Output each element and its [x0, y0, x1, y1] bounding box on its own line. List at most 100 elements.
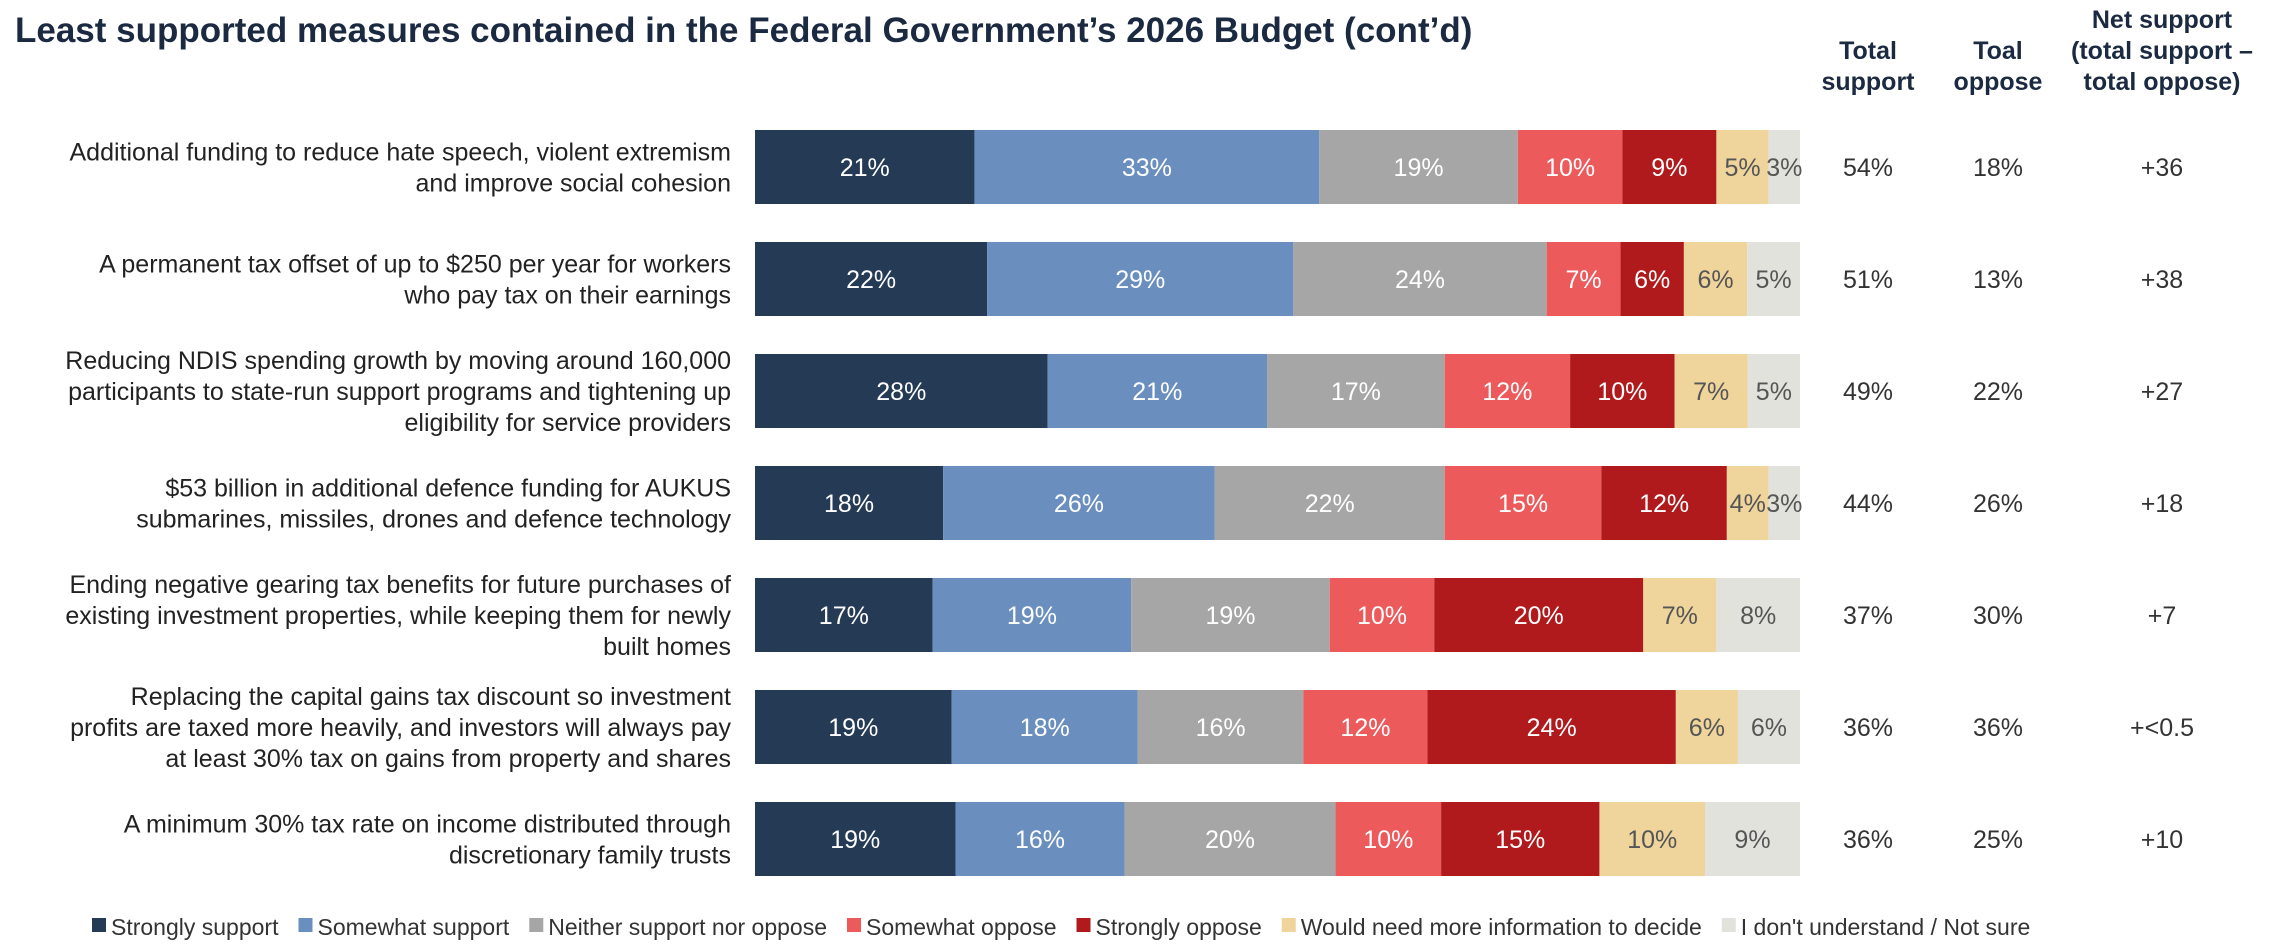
bar-segment-label: 22% — [1305, 490, 1355, 518]
bar-segment-label: 10% — [1597, 378, 1647, 406]
legend-label: Somewhat support — [317, 914, 509, 940]
bar-segment-label: 19% — [830, 826, 880, 854]
column-value: 54% — [1843, 154, 1893, 182]
bar-segment-label: 18% — [1020, 714, 1070, 742]
bar-segment-label: 5% — [1756, 378, 1792, 406]
column-header-line: Net support — [2092, 6, 2233, 34]
column-value: 30% — [1973, 602, 2023, 630]
column-value: +36 — [2141, 154, 2183, 182]
category-label: Additional funding to reduce hate speech… — [70, 139, 732, 198]
bar-segment-label: 21% — [1132, 378, 1182, 406]
bar-segment-label: 24% — [1395, 266, 1445, 294]
bar-segment-label: 6% — [1689, 714, 1725, 742]
bar-segment-label: 17% — [819, 602, 869, 630]
bar-segment-label: 10% — [1545, 154, 1595, 182]
bar-segment-label: 7% — [1693, 378, 1729, 406]
legend-swatch — [92, 918, 106, 932]
legend-label: Strongly oppose — [1096, 914, 1262, 940]
category-label-line: and improve social cohesion — [416, 170, 731, 198]
column-header-line: oppose — [1954, 68, 2043, 96]
column-value: 51% — [1843, 266, 1893, 294]
bar-segment-label: 5% — [1756, 266, 1792, 294]
column-value: 26% — [1973, 490, 2023, 518]
category-label-line: discretionary family trusts — [449, 842, 731, 870]
legend-swatch — [847, 918, 861, 932]
column-values: 54% 18% +36 51% 13% +38 49% 22% +27 44% 26% +18 37% 3… — [1843, 154, 2194, 854]
bar-segment-label: 7% — [1662, 602, 1698, 630]
category-label: A minimum 30% tax rate on income distrib… — [124, 811, 731, 870]
column-header-line: total oppose) — [2084, 68, 2241, 96]
category-label: $53 billion in additional defence fundin… — [136, 475, 731, 534]
legend-label: Strongly support — [111, 914, 279, 940]
bar-segment-label: 19% — [828, 714, 878, 742]
bar-segment-label: 10% — [1627, 826, 1677, 854]
column-value: 13% — [1973, 266, 2023, 294]
legend-swatch — [1282, 918, 1296, 932]
column-header: Toal oppose — [1954, 37, 2043, 96]
category-label-line: who pay tax on their earnings — [403, 282, 731, 310]
column-value: 36% — [1973, 714, 2023, 742]
category-label-line: $53 billion in additional defence fundin… — [165, 475, 731, 503]
bar-segment-label: 19% — [1205, 602, 1255, 630]
category-label-line: submarines, missiles, drones and defence… — [136, 506, 731, 534]
bar-segment-label: 19% — [1394, 154, 1444, 182]
column-headers: Total support Toal oppose Net support (total … — [1821, 6, 2253, 96]
column-value: 25% — [1973, 826, 2023, 854]
column-value: +38 — [2141, 266, 2183, 294]
column-value: +27 — [2141, 378, 2183, 406]
bars: 21% 33% 19% 10% 9% 5% 3% 22% 29% 24% 7% 6% 6% 5% 28% 21… — [755, 130, 1802, 876]
bar-segment-label: 10% — [1363, 826, 1413, 854]
bar-segment-label: 22% — [846, 266, 896, 294]
category-label-line: Additional funding to reduce hate speech… — [70, 139, 732, 167]
category-label-line: Replacing the capital gains tax discount… — [131, 683, 731, 711]
category-label: Replacing the capital gains tax discount… — [70, 683, 731, 773]
bar-segment-label: 12% — [1482, 378, 1532, 406]
bar-segment-label: 21% — [840, 154, 890, 182]
bar-segment-label: 16% — [1015, 826, 1065, 854]
column-value: +18 — [2141, 490, 2183, 518]
column-value: 18% — [1973, 154, 2023, 182]
column-value: 36% — [1843, 714, 1893, 742]
bar-segment-label: 16% — [1196, 714, 1246, 742]
column-value: 37% — [1843, 602, 1893, 630]
bar-segment-label: 20% — [1205, 826, 1255, 854]
column-value: 44% — [1843, 490, 1893, 518]
legend-swatch — [529, 918, 543, 932]
column-value: +10 — [2141, 826, 2183, 854]
bar-segment-label: 9% — [1734, 826, 1770, 854]
category-label: Ending negative gearing tax benefits for… — [65, 571, 731, 661]
bar-segment-label: 17% — [1331, 378, 1381, 406]
bar-segment-label: 24% — [1527, 714, 1577, 742]
legend-label: Neither support nor oppose — [548, 914, 827, 940]
bar-segment-label: 3% — [1766, 490, 1802, 518]
category-label-line: at least 30% tax on gains from property … — [165, 745, 731, 773]
bar-segment-label: 6% — [1751, 714, 1787, 742]
column-value: 49% — [1843, 378, 1893, 406]
bar-segment-label: 9% — [1651, 154, 1687, 182]
legend: Strongly support Somewhat support Neither … — [92, 914, 2030, 940]
bar-segment-label: 28% — [876, 378, 926, 406]
bar-segment-label: 6% — [1697, 266, 1733, 294]
legend-swatch — [1722, 918, 1736, 932]
category-label-line: eligibility for service providers — [404, 409, 731, 437]
column-value: +7 — [2148, 602, 2177, 630]
column-header-line: Toal — [1973, 37, 2023, 65]
column-header-line: (total support – — [2071, 37, 2253, 65]
category-label-line: Reducing NDIS spending growth by moving … — [65, 347, 731, 375]
bar-segment-label: 29% — [1115, 266, 1165, 294]
category-label-line: existing investment properties, while ke… — [65, 602, 731, 630]
category-label: A permanent tax offset of up to $250 per… — [99, 251, 731, 310]
category-labels: Additional funding to reduce hate speech… — [65, 139, 731, 870]
column-value: 22% — [1973, 378, 2023, 406]
category-label-line: participants to state-run support progra… — [68, 378, 731, 406]
bar-segment-label: 10% — [1357, 602, 1407, 630]
bar-segment-label: 26% — [1054, 490, 1104, 518]
column-value: +<0.5 — [2130, 714, 2194, 742]
category-label-line: A permanent tax offset of up to $250 per… — [99, 251, 731, 279]
bar-segment-label: 33% — [1122, 154, 1172, 182]
column-header: Net support (total support – total oppose) — [2071, 6, 2253, 96]
bar-segment-label: 3% — [1766, 154, 1802, 182]
category-label-line: profits are taxed more heavily, and inve… — [70, 714, 731, 742]
legend-swatch — [1077, 918, 1091, 932]
